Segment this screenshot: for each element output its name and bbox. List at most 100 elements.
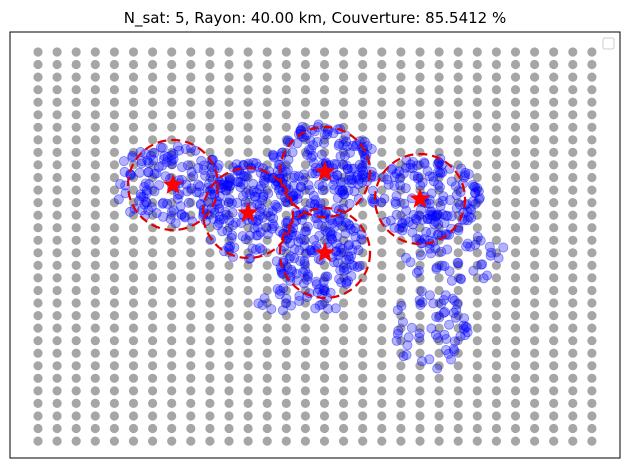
grid-point <box>281 85 291 95</box>
grid-point <box>549 110 559 120</box>
grid-point <box>491 373 501 383</box>
grid-point <box>128 436 139 446</box>
grid-point <box>281 386 291 396</box>
grid-point <box>243 59 253 70</box>
grid-point <box>339 411 349 421</box>
grid-point <box>90 147 100 157</box>
grid-point <box>453 85 463 95</box>
grid-point <box>243 248 253 258</box>
coverage-point <box>431 263 442 274</box>
grid-point <box>109 135 119 145</box>
coverage-point <box>225 241 236 252</box>
grid-point <box>530 248 540 258</box>
grid-point <box>281 210 291 220</box>
grid-point <box>109 248 119 258</box>
coverage-point <box>286 264 297 275</box>
grid-point <box>243 260 253 270</box>
coverage-point <box>232 176 243 187</box>
grid-point <box>262 185 272 195</box>
grid-point <box>587 97 597 107</box>
coverage-point <box>180 143 191 154</box>
grid-point <box>128 198 139 208</box>
grid-point <box>319 298 330 308</box>
grid-point <box>587 436 597 446</box>
coverage-point <box>334 213 345 224</box>
grid-point <box>358 298 368 308</box>
grid-point <box>453 198 463 208</box>
grid-point <box>434 386 444 396</box>
coverage-point <box>470 187 481 198</box>
coverage-point <box>311 240 322 251</box>
grid-point <box>587 235 597 245</box>
coverage-point <box>407 156 418 167</box>
coverage-point <box>344 254 355 265</box>
grid-point <box>453 373 463 383</box>
coverage-point <box>289 170 300 181</box>
coverage-point <box>196 155 207 166</box>
grid-point <box>549 185 559 195</box>
coverage-point <box>332 257 343 268</box>
coverage-point <box>337 220 348 231</box>
coverage-point <box>281 293 292 304</box>
grid-point <box>186 323 196 333</box>
grid-point <box>319 336 330 346</box>
grid-point <box>339 348 349 358</box>
coverage-point <box>446 223 457 234</box>
grid-point <box>453 59 463 70</box>
grid-point <box>530 147 540 157</box>
coverage-point <box>310 303 321 314</box>
coverage-point <box>427 171 438 182</box>
coverage-point <box>486 247 497 258</box>
grid-point <box>510 47 521 57</box>
coverage-point <box>140 178 151 189</box>
grid-point <box>587 210 597 220</box>
coverage-point <box>194 187 205 198</box>
coverage-point <box>345 251 356 262</box>
coverage-point <box>433 229 444 240</box>
grid-point <box>71 147 81 157</box>
grid-point <box>319 72 330 82</box>
grid-point <box>396 147 406 157</box>
coverage-point <box>140 148 151 159</box>
grid-point <box>319 260 330 270</box>
coverage-point <box>224 215 235 226</box>
coverage-point <box>342 275 353 286</box>
grid-point <box>434 298 444 308</box>
grid-point <box>205 85 215 95</box>
grid-point <box>148 160 158 170</box>
coverage-point <box>329 222 340 233</box>
grid-point <box>377 248 387 258</box>
grid-point <box>568 59 578 70</box>
coverage-point <box>293 236 304 247</box>
grid-point <box>128 260 139 270</box>
grid-point <box>587 411 597 421</box>
grid-point <box>186 59 196 70</box>
grid-point <box>109 285 119 296</box>
coverage-point <box>230 217 241 228</box>
grid-point <box>319 373 330 383</box>
coverage-point <box>447 293 458 304</box>
coverage-point <box>319 283 330 294</box>
grid-point <box>52 336 62 346</box>
grid-point <box>300 386 310 396</box>
coverage-point <box>348 260 359 271</box>
coverage-point <box>280 298 291 309</box>
coverage-point <box>390 198 401 209</box>
coverage-point <box>343 174 354 185</box>
coverage-point <box>390 196 401 207</box>
coverage-point <box>252 199 263 210</box>
coverage-point <box>409 170 420 181</box>
grid-point <box>90 122 100 132</box>
grid-point <box>262 436 272 446</box>
coverage-point <box>140 196 151 207</box>
coverage-point <box>305 245 316 256</box>
coverage-point <box>475 235 486 246</box>
grid-point <box>510 185 521 195</box>
grid-point <box>33 147 43 157</box>
coverage-point <box>175 201 186 212</box>
grid-point <box>587 47 597 57</box>
coverage-point <box>297 121 308 132</box>
coverage-point <box>326 229 337 240</box>
grid-point <box>453 298 463 308</box>
coverage-point <box>149 147 160 158</box>
